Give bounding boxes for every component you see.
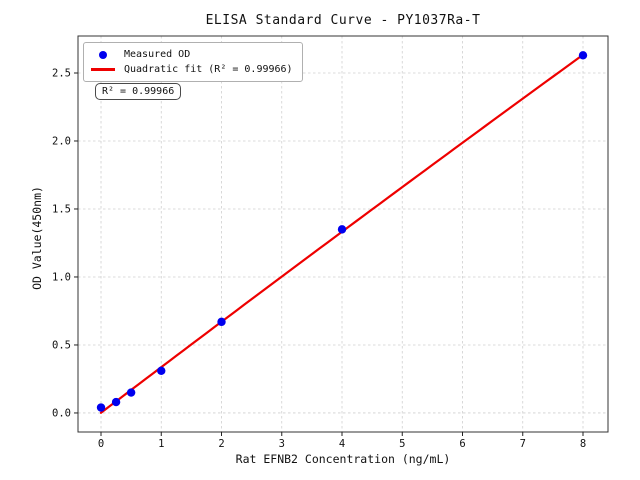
x-tick-label: 2	[218, 438, 224, 450]
x-tick-label: 6	[459, 438, 465, 450]
dot-icon	[99, 50, 107, 59]
data-point	[111, 397, 121, 407]
scatter-marker-icon	[90, 50, 116, 59]
legend-label-measured-od: Measured OD	[124, 49, 191, 60]
legend: Measured OD Quadratic fit (R² = 0.99966)	[83, 42, 303, 82]
x-tick-label: 7	[520, 438, 526, 450]
data-point	[157, 366, 166, 376]
r-squared-annotation: R² = 0.99966	[95, 83, 182, 100]
legend-item-quadratic-fit: Quadratic fit (R² = 0.99966)	[90, 62, 293, 77]
x-tick-label: 3	[279, 438, 285, 450]
y-tick-label: 2.5	[52, 67, 71, 79]
legend-item-measured-od: Measured OD	[90, 47, 293, 62]
x-tick-label: 5	[399, 438, 405, 450]
x-axis-label: Rat EFNB2 Concentration (ng/mL)	[235, 452, 451, 466]
chart-title: ELISA Standard Curve - PY1037Ra-T	[205, 13, 481, 28]
y-tick-label: 0.0	[52, 407, 71, 419]
x-tick-label: 0	[98, 438, 104, 450]
y-tick-label: 2.0	[52, 135, 71, 147]
y-tick-label: 1.0	[52, 271, 71, 283]
x-tick-label: 8	[580, 438, 586, 450]
data-point	[578, 51, 588, 60]
data-point	[217, 317, 226, 327]
plot-border	[77, 35, 609, 433]
x-tick-label: 1	[158, 438, 164, 450]
data-point	[126, 388, 136, 397]
line-marker-icon	[90, 68, 116, 71]
y-tick-label: 0.5	[52, 339, 71, 351]
x-tick-label: 4	[339, 438, 345, 450]
legend-label-quadratic-fit: Quadratic fit (R² = 0.99966)	[124, 64, 293, 75]
y-axis-label: OD Value(450nm)	[30, 186, 44, 290]
line-icon	[91, 68, 115, 71]
data-point	[337, 225, 347, 234]
y-tick-label: 1.5	[52, 203, 71, 215]
data-point	[96, 403, 106, 412]
